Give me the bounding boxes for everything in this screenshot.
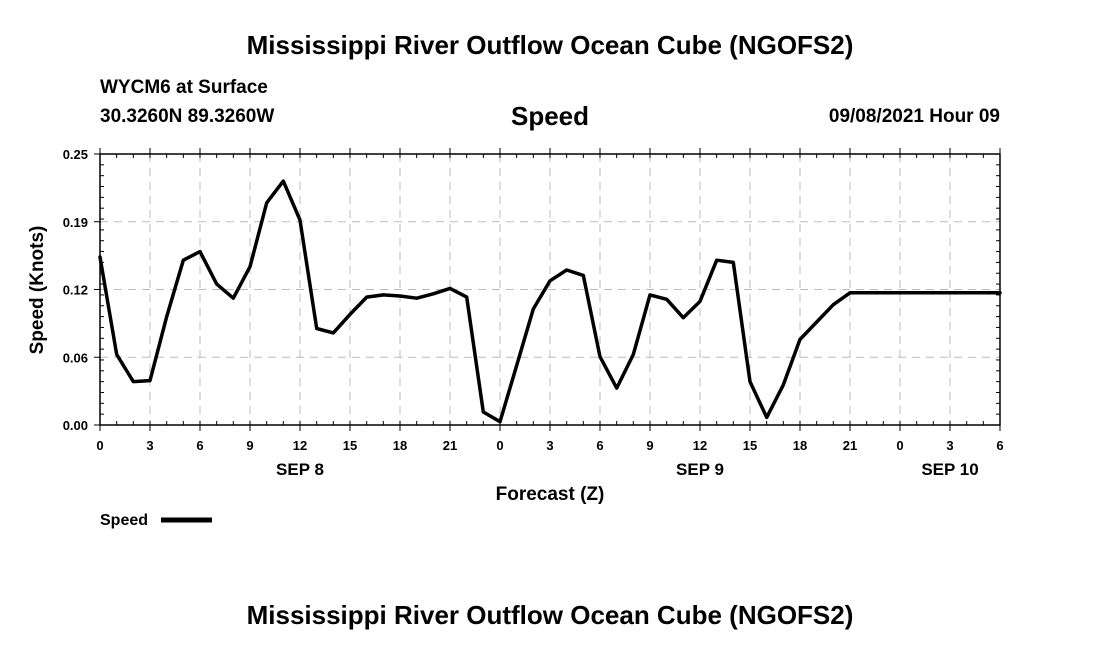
variable-title: Speed [510, 101, 590, 131]
x-tick-label: 3 [546, 438, 553, 453]
x-tick-label: 15 [743, 438, 757, 453]
x-tick-label: 0 [496, 438, 503, 453]
x-tick-label: 3 [946, 438, 953, 453]
footer-title: Mississippi River Outflow Ocean Cube (NG… [246, 600, 854, 630]
x-tick-label: 6 [596, 438, 603, 453]
minor-ticks [99, 153, 1001, 426]
x-tick-label: 15 [343, 438, 357, 453]
y-tick-label: 0.12 [63, 283, 88, 298]
x-tick-label: 6 [196, 438, 203, 453]
x-tick-label: 9 [646, 438, 653, 453]
y-axis-label: Speed (Knots) [27, 226, 48, 355]
x-tick-label: 12 [293, 438, 307, 453]
date-label: SEP 8 [276, 460, 324, 479]
grid-lines [100, 154, 1000, 425]
chart-title: Mississippi River Outflow Ocean Cube (NG… [246, 30, 854, 60]
speed-series-line [98, 179, 1002, 424]
x-axis-ticks: 0 3 6 9 12 15 18 21 0 3 6 9 12 15 18 21 0 3 6 [96, 148, 1004, 453]
x-tick-label: 12 [693, 438, 707, 453]
date-labels: SEP 8 SEP 9 SEP 10 [276, 460, 979, 479]
date-label: SEP 10 [921, 460, 978, 479]
x-axis-label: Forecast (Z) [496, 484, 605, 505]
x-tick-label: 0 [96, 438, 103, 453]
station-label: WYCM6 at Surface [100, 77, 268, 98]
x-tick-label: 18 [393, 438, 407, 453]
x-tick-label: 21 [443, 438, 457, 453]
x-tick-label: 21 [843, 438, 857, 453]
x-tick-label: 0 [896, 438, 903, 453]
legend-label: Speed [100, 512, 148, 529]
x-tick-label: 18 [793, 438, 807, 453]
date-label: SEP 9 [676, 460, 724, 479]
x-tick-label: 6 [996, 438, 1003, 453]
y-tick-label: 0.06 [63, 350, 88, 365]
x-tick-label: 3 [146, 438, 153, 453]
y-tick-label: 0.19 [63, 215, 88, 230]
x-tick-label: 9 [246, 438, 253, 453]
y-axis-ticks: 0.00 0.06 0.12 0.19 0.25 [63, 147, 100, 433]
y-tick-label: 0.00 [63, 418, 88, 433]
timestamp-label: 09/08/2021 Hour 09 [828, 106, 1000, 127]
coordinates-label: 30.3260N 89.3260W [100, 106, 275, 127]
y-tick-label: 0.25 [63, 147, 88, 162]
